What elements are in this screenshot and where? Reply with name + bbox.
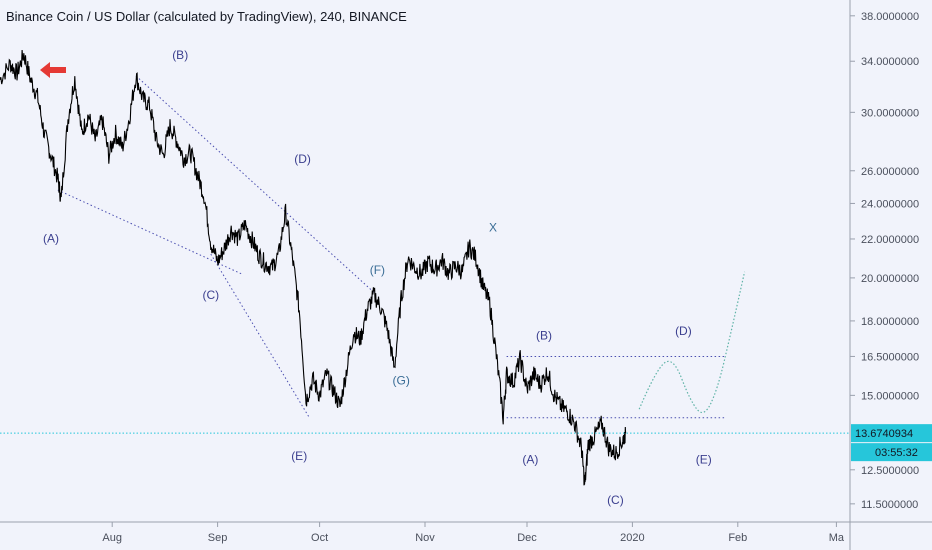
price-line bbox=[0, 49, 627, 486]
wave-label[interactable]: (A) bbox=[43, 232, 59, 246]
x-tick-label: Dec bbox=[517, 532, 537, 544]
trendline-3[interactable] bbox=[210, 253, 310, 418]
y-tick-label: 38.0000000 bbox=[861, 11, 919, 23]
time-axis[interactable]: Aug Sep Oct Nov Dec 2020 Feb Ma bbox=[102, 522, 845, 544]
x-tick-label: Ma bbox=[829, 532, 845, 544]
y-tick-label: 18.0000000 bbox=[861, 316, 919, 328]
y-tick-label: 16.5000000 bbox=[861, 351, 919, 363]
x-tick-label: Aug bbox=[102, 532, 122, 544]
y-tick-label: 30.0000000 bbox=[861, 107, 919, 119]
chart-title: Binance Coin / US Dollar (calculated by … bbox=[6, 9, 407, 24]
wave-label[interactable]: (E) bbox=[696, 452, 712, 466]
x-tick-label: Feb bbox=[728, 532, 747, 544]
current-price-value: 13.6740934 bbox=[855, 428, 913, 440]
current-price-badge[interactable] bbox=[851, 424, 932, 443]
wave-label[interactable]: (A) bbox=[522, 452, 538, 466]
y-tick-label: 22.0000000 bbox=[861, 234, 919, 246]
wave-label[interactable]: X bbox=[489, 221, 497, 235]
y-tick-label: 34.0000000 bbox=[861, 56, 919, 68]
wave-label[interactable]: (E) bbox=[291, 449, 307, 463]
wave-label[interactable]: (G) bbox=[393, 374, 410, 388]
x-tick-label: Sep bbox=[208, 532, 228, 544]
y-tick-label: 26.0000000 bbox=[861, 166, 919, 178]
wave-label[interactable]: (C) bbox=[607, 493, 624, 507]
current-price-layer: 13.6740934 03:55:32 bbox=[0, 424, 932, 462]
y-tick-label: 12.5000000 bbox=[861, 465, 919, 477]
wave-label-layer: (A) (B) (C) (D) (E) (F) (G) X (B) (A) (C) (D) (E) bbox=[43, 48, 712, 507]
y-tick-label: 24.0000000 bbox=[861, 198, 919, 210]
marker-layer bbox=[40, 62, 66, 78]
price-axis[interactable]: 38.0000000 34.0000000 30.0000000 26.0000000… bbox=[850, 11, 919, 511]
y-tick-label: 11.5000000 bbox=[861, 499, 918, 511]
x-tick-label: Oct bbox=[311, 532, 328, 544]
wave-label[interactable]: (B) bbox=[536, 328, 552, 342]
trendline-layer bbox=[57, 75, 725, 419]
projection-curve[interactable] bbox=[638, 271, 746, 414]
y-tick-label: 20.0000000 bbox=[861, 273, 919, 285]
x-tick-label: 2020 bbox=[620, 532, 644, 544]
countdown-value: 03:55:32 bbox=[875, 447, 918, 459]
wave-label[interactable]: (D) bbox=[294, 152, 311, 166]
x-tick-label: Nov bbox=[415, 532, 435, 544]
y-tick-label: 15.0000000 bbox=[861, 390, 919, 402]
wave-label[interactable]: (C) bbox=[202, 288, 219, 302]
red-arrow-icon bbox=[40, 62, 66, 78]
projection-layer bbox=[638, 271, 746, 414]
wave-label[interactable]: (F) bbox=[370, 263, 385, 277]
wave-label[interactable]: (B) bbox=[172, 48, 188, 62]
trendline-1[interactable] bbox=[57, 189, 242, 275]
price-layer bbox=[0, 49, 627, 486]
wave-label[interactable]: (D) bbox=[675, 324, 692, 338]
trendline-2[interactable] bbox=[135, 75, 375, 293]
countdown-badge bbox=[851, 443, 932, 462]
